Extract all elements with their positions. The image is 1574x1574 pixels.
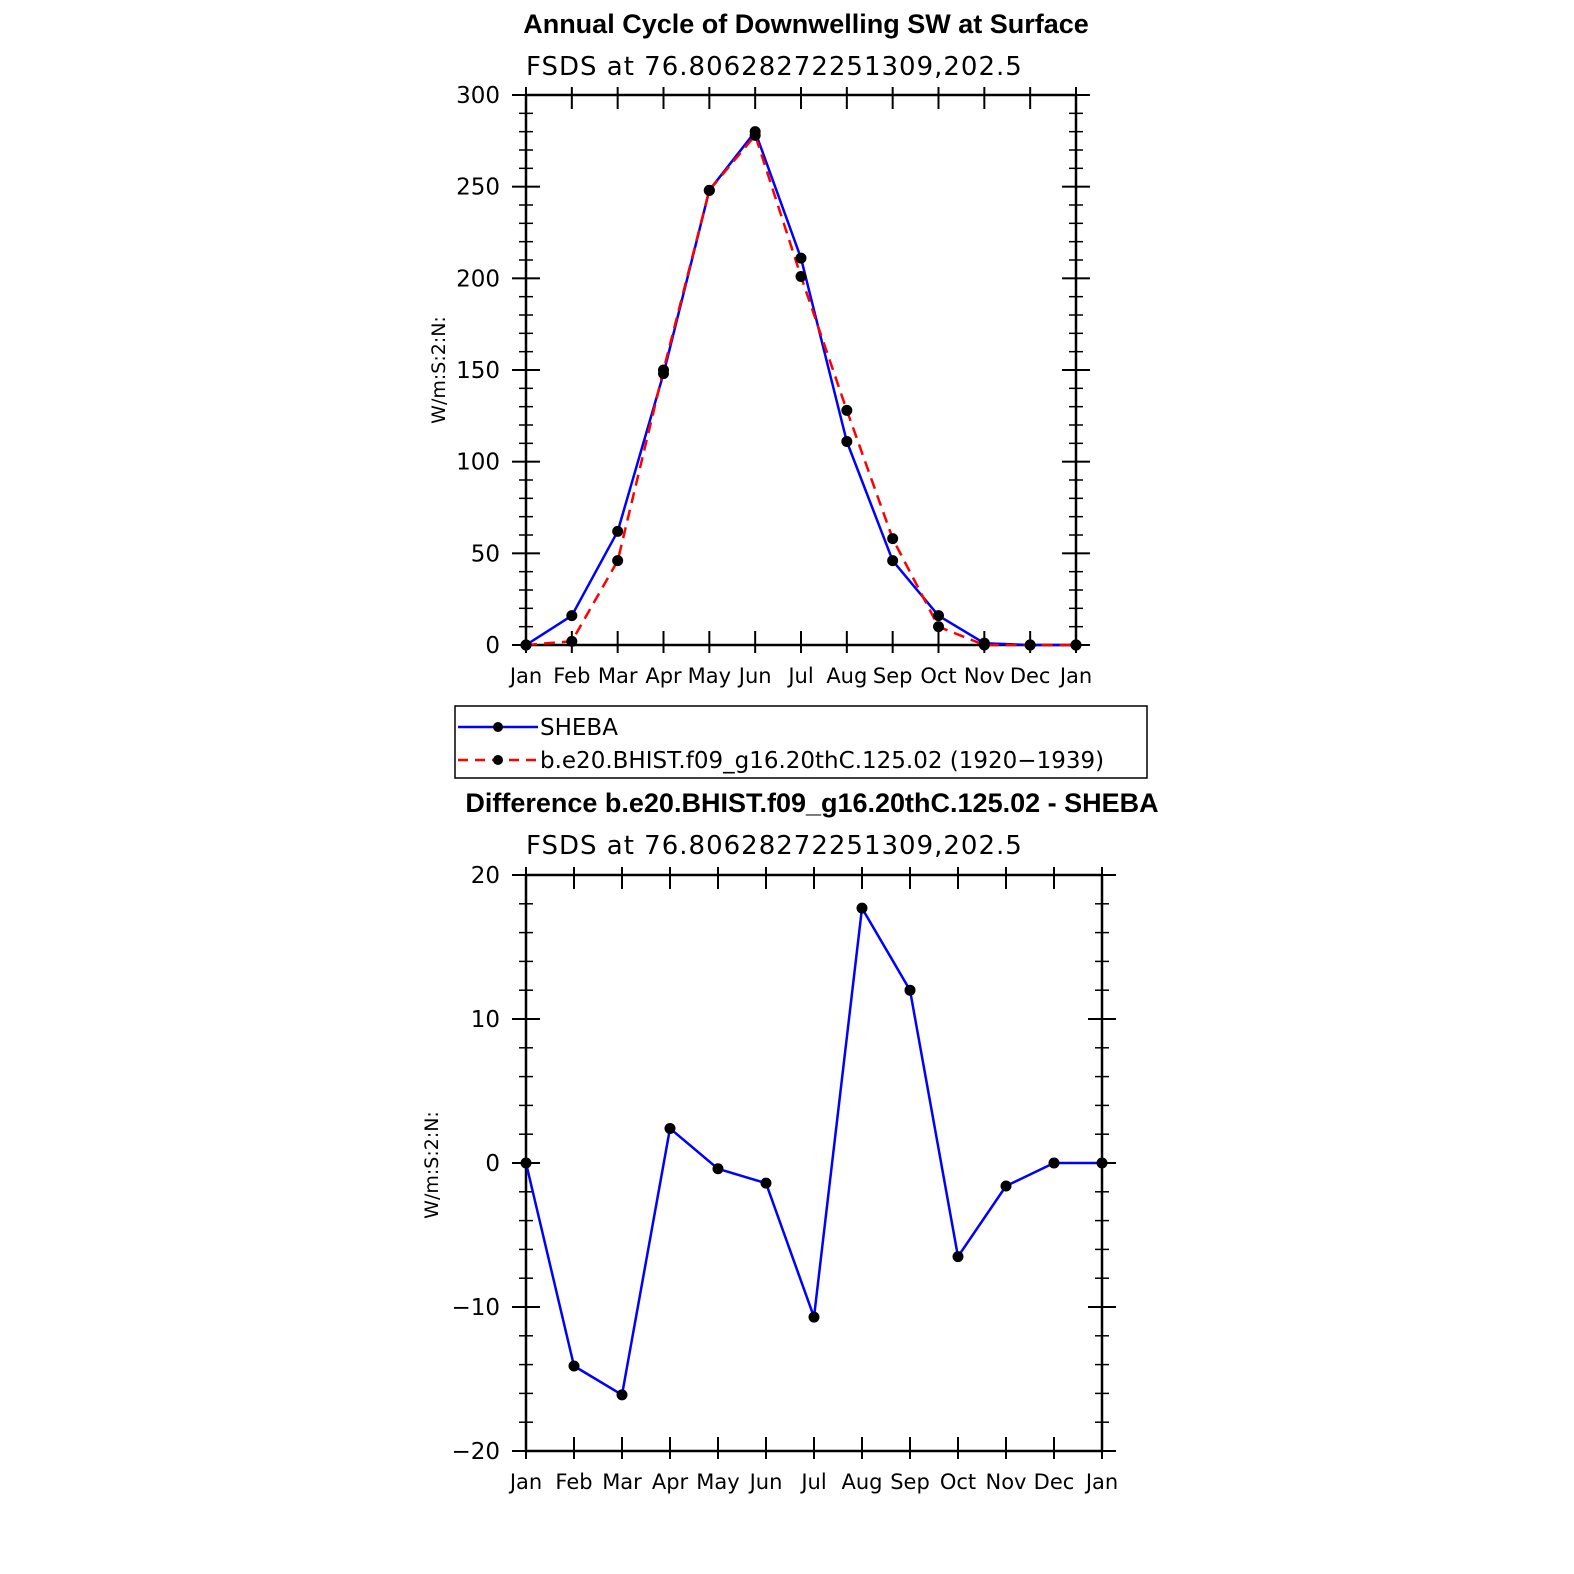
chart1-x-tick-label: Mar [598, 664, 638, 688]
chart2-series-0-point [664, 1122, 676, 1134]
legend-marker-model [493, 755, 503, 765]
chart2-y-axis-label: W/m:S:2:N: [421, 1111, 443, 1219]
chart1-legend: SHEBA b.e20.BHIST.f09_g16.20thC.125.02 (… [454, 705, 1148, 779]
chart2-plot-frame [524, 873, 1104, 1453]
chart1-series-1-point [795, 271, 807, 282]
chart2-series-0-point [952, 1251, 964, 1263]
chart2-series-0-point [1048, 1157, 1060, 1169]
chart1-series-1-point [520, 639, 532, 651]
chart2-x-tick-label: Apr [652, 1470, 689, 1494]
chart1-x-tick-label: Sep [873, 664, 913, 688]
chart2-x-tick-label: Mar [602, 1470, 642, 1494]
chart1-series-1-point [566, 635, 578, 647]
legend-entry-model: b.e20.BHIST.f09_g16.20thC.125.02 (1920−1… [458, 748, 1104, 774]
chart1-x-tick-label: May [688, 664, 731, 688]
chart2-series-0-point [712, 1163, 724, 1175]
chart1-y-tick-label: 50 [471, 541, 500, 567]
chart2-y-tick-label: 10 [471, 1007, 500, 1033]
legend-label-sheba: SHEBA [540, 715, 618, 741]
chart2-ticks [512, 867, 1116, 1459]
chart1-series-1-point [612, 555, 624, 567]
chart2-y-tick-label: 20 [471, 863, 500, 889]
chart2-x-tick-label: Feb [555, 1470, 592, 1494]
chart1-series-0-point [841, 436, 853, 447]
chart1-x-tick-labels: Jan Feb Mar Apr May Jun Jul Aug Sep Oct Nov Dec Jan [508, 664, 1092, 688]
chart1-y-tick-label: 300 [456, 83, 500, 109]
chart1-y-axis-label: W/m:S:2:N: [428, 316, 450, 424]
chart1-y-tick-label: 200 [456, 266, 500, 292]
chart1-x-tick-label: Apr [645, 664, 682, 688]
chart1-series-1-point [703, 184, 715, 196]
chart1-x-tick-label: Feb [553, 664, 590, 688]
chart1-x-tick-label: Nov [964, 664, 1005, 688]
chart1-series-line-1 [525, 134, 1076, 647]
chart1-series-1-point [841, 404, 853, 416]
legend-label-model: b.e20.BHIST.f09_g16.20thC.125.02 (1920−1… [540, 748, 1104, 774]
legend-marker-sheba [493, 722, 503, 732]
chart2-series-0-point [856, 902, 868, 914]
chart1-series-1-point [658, 364, 669, 376]
chart1-y-tick-label: 100 [456, 450, 500, 476]
chart1-series-1-point [1070, 639, 1082, 651]
chart1-x-tick-label: Dec [1010, 664, 1051, 688]
chart2-series-0-point [1000, 1180, 1012, 1192]
chart2-y-tick-labels: −20 −10 0 10 20 [451, 863, 500, 1465]
chart2-x-tick-label: Dec [1034, 1470, 1075, 1494]
chart2-subtitle: FSDS at 76.80628272251309,202.5 [526, 831, 1023, 861]
chart2-series-0-point [904, 984, 916, 996]
chart2-y-tick-label: −20 [451, 1439, 500, 1465]
chart2-series-0-point [520, 1157, 532, 1169]
chart1-series-1-point [933, 621, 944, 633]
chart2-series-0-point [760, 1177, 772, 1189]
chart1-series-0-point [933, 610, 944, 622]
chart2-series-0-point [808, 1311, 820, 1323]
chart2-x-tick-label: Aug [841, 1470, 882, 1494]
chart1-series-line-0 [525, 130, 1076, 647]
chart2-x-tick-label: May [696, 1470, 739, 1494]
chart2-x-tick-label: Oct [940, 1470, 976, 1494]
chart2-y-tick-label: 0 [485, 1151, 500, 1177]
chart2-series-0-point [568, 1360, 580, 1372]
legend-frame [454, 705, 1148, 779]
chart2-x-tick-labels: Jan Feb Mar Apr May Jun Jul Aug Sep Oct Nov Dec Jan [508, 1470, 1118, 1494]
chart1-x-tick-label: Jul [786, 664, 813, 688]
chart1-series-0-point [566, 610, 578, 622]
chart1-y-tick-labels: 0 50 100 150 200 250 300 [456, 83, 500, 659]
chart1-x-tick-label: Jan [508, 664, 542, 688]
chart1-plot-frame [524, 93, 1078, 647]
chart1-series-1-point [887, 533, 899, 545]
chart1-x-tick-label: Aug [826, 664, 867, 688]
chart1-y-tick-label: 150 [456, 358, 500, 384]
chart1-subtitle: FSDS at 76.80628272251309,202.5 [526, 52, 1023, 82]
chart1-series-1-point [749, 129, 761, 141]
chart2-title: Difference b.e20.BHIST.f09_g16.20thC.125… [465, 788, 1158, 818]
annual-cycle-chart: Annual Cycle of Downwelling SW at Surfac… [428, 9, 1148, 779]
chart1-x-tick-label: Oct [920, 664, 956, 688]
chart1-series-0-point [612, 525, 624, 537]
chart2-x-tick-label: Jul [799, 1470, 826, 1494]
legend-entry-sheba: SHEBA [458, 715, 618, 741]
chart1-y-tick-label: 0 [485, 633, 500, 659]
chart1-x-tick-label: Jan [1058, 664, 1092, 688]
chart1-series [520, 126, 1082, 651]
difference-chart: Difference b.e20.BHIST.f09_g16.20thC.125… [421, 788, 1159, 1494]
chart2-series-0-point [616, 1389, 628, 1401]
chart2-x-tick-label: Jun [748, 1470, 783, 1494]
chart2-x-tick-label: Jan [508, 1470, 542, 1494]
chart2-series-0-point [1096, 1157, 1108, 1169]
chart1-series-0-point [887, 555, 899, 567]
chart1-title: Annual Cycle of Downwelling SW at Surfac… [523, 9, 1089, 39]
chart1-x-tick-label: Jun [737, 664, 772, 688]
chart2-y-tick-label: −10 [451, 1295, 500, 1321]
chart2-x-tick-label: Nov [986, 1470, 1027, 1494]
chart2-x-tick-label: Sep [890, 1470, 930, 1494]
chart1-series-1-point [1024, 639, 1036, 651]
chart1-series-0-point [795, 252, 807, 264]
chart1-ticks [512, 87, 1090, 653]
chart2-series [520, 902, 1108, 1401]
chart2-x-tick-label: Jan [1084, 1470, 1118, 1494]
chart1-y-tick-label: 250 [456, 175, 500, 201]
chart1-series-1-point [978, 639, 990, 651]
